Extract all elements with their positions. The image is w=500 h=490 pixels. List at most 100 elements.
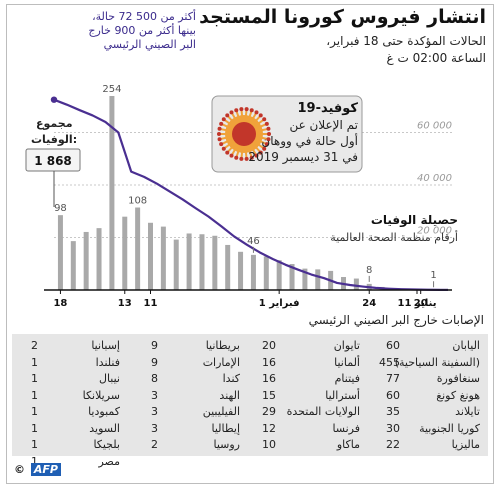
case-count: 9 bbox=[151, 355, 158, 369]
bar bbox=[289, 264, 295, 290]
virus-spike-tip bbox=[225, 113, 230, 118]
table-row: سريلانكا 1 bbox=[8, 388, 120, 405]
table-row: بريطانيا 9 bbox=[128, 338, 240, 355]
case-count: 1 bbox=[31, 355, 38, 369]
covid-box-line: أول حالة في ووهان bbox=[261, 133, 358, 149]
table-row: كندا 8 bbox=[128, 371, 240, 388]
virus-spike-tip bbox=[217, 132, 221, 136]
bar bbox=[353, 278, 359, 290]
table-row: الفيليبين 3 bbox=[128, 404, 240, 421]
case-count: 1 bbox=[31, 438, 38, 451]
virus-spike-tip bbox=[254, 153, 259, 158]
table-row: بلجيكا 1 bbox=[8, 437, 120, 454]
table-title: الإصابات خارج البر الصيني الرئيسي bbox=[308, 313, 484, 327]
country-name: سريلانكا bbox=[82, 388, 120, 402]
subtitle-date: الحالات المؤكدة حتى 18 فبراير، bbox=[326, 34, 486, 48]
country-name: أستراليا bbox=[325, 388, 360, 402]
table-row: السويد 1 bbox=[8, 421, 120, 438]
virus-spike-tip bbox=[258, 150, 263, 155]
country-name: كوريا الجنوبية bbox=[419, 421, 480, 435]
country-name: تايوان bbox=[333, 339, 360, 352]
virus-spike-tip bbox=[217, 137, 222, 142]
covid-box-title: كوفيد-19 bbox=[297, 101, 358, 116]
virus-spike-tip bbox=[266, 126, 271, 131]
credit: © AFP bbox=[14, 463, 61, 476]
labels-layer: 98 254 108 46 8 1 bbox=[54, 84, 437, 288]
virus-spike-tip bbox=[264, 142, 269, 147]
y-tick-label: 40 000 bbox=[417, 173, 452, 184]
case-count: 1 bbox=[31, 372, 38, 385]
bar bbox=[135, 207, 141, 290]
table-row: تايلاند 35 bbox=[368, 404, 480, 421]
case-count: 16 bbox=[262, 372, 276, 385]
bar bbox=[160, 226, 166, 290]
bar bbox=[250, 254, 256, 290]
bar bbox=[148, 222, 153, 290]
country-name: اليابان bbox=[452, 339, 480, 352]
y-tick-label: 20 000 bbox=[417, 226, 452, 237]
country-name: الهند bbox=[219, 388, 240, 402]
table-row: فرنسا 12 bbox=[248, 421, 360, 438]
toll-value: 1 868 bbox=[34, 154, 72, 168]
country-name: كندا bbox=[222, 372, 240, 385]
bar-data-label: 108 bbox=[128, 196, 147, 207]
cases-note-line: بينها أكثر من 900 خارج bbox=[88, 24, 196, 37]
bar-data-label: 1 bbox=[430, 270, 436, 281]
case-count: 10 bbox=[262, 438, 276, 451]
case-count: 12 bbox=[262, 421, 276, 435]
case-count: 3 bbox=[151, 388, 158, 402]
case-count: 8 bbox=[151, 372, 158, 385]
virus-spike-tip bbox=[234, 108, 239, 113]
legend-subtitle: أرقام منظمة الصحة العالمية bbox=[330, 230, 458, 244]
bar-data-label: 46 bbox=[247, 236, 260, 247]
country-name: نيبال bbox=[98, 372, 120, 385]
case-count: 3 bbox=[151, 405, 158, 418]
case-count: 29 bbox=[262, 405, 276, 418]
table-row: ماكاو 10 bbox=[248, 437, 360, 454]
table-column: إسبانيا 2 فنلندا 1 نيبال 1 سريلانكا 1 كمبوديا 1 ال… bbox=[8, 338, 120, 470]
country-name: ماكاو bbox=[336, 438, 360, 451]
country-name: فرنسا bbox=[332, 421, 360, 435]
table-row: الهند 3 bbox=[128, 388, 240, 405]
virus-spike-tip bbox=[219, 142, 224, 147]
virus-spike-tip bbox=[221, 146, 226, 151]
toll-label: مجموع bbox=[36, 117, 73, 130]
bar bbox=[96, 228, 102, 290]
covid-box-line: تم الإعلان عن bbox=[289, 118, 358, 133]
covid-box-line: في 31 ديسمبر 2019 bbox=[248, 150, 358, 165]
case-count: 60 bbox=[386, 388, 400, 402]
x-tick-label: 24 bbox=[362, 298, 376, 309]
toll-box bbox=[25, 148, 81, 172]
bar bbox=[302, 268, 308, 290]
bar bbox=[122, 216, 128, 290]
virus-spike-tip bbox=[249, 108, 254, 113]
country-name: الولايات المتحدة bbox=[286, 405, 360, 418]
table-row: نيبال 1 bbox=[8, 371, 120, 388]
table-row: اليابان 60 bbox=[368, 338, 480, 355]
table-row: (السفينة السياحية) 455 bbox=[368, 355, 480, 372]
case-count: 1 bbox=[31, 421, 38, 435]
death-toll-callout: مجموع الوفيات: 1 868 bbox=[25, 117, 81, 207]
cases-line-endpoint bbox=[50, 96, 58, 103]
bar bbox=[276, 260, 282, 290]
case-count: 77 bbox=[386, 372, 400, 385]
table-column: بريطانيا 9 الإمارات 9 كندا 8 الهند 3 الفيليبين 3 إ… bbox=[128, 338, 240, 454]
virus-spike-tip bbox=[225, 150, 230, 155]
country-name: فيتنام bbox=[334, 372, 360, 385]
virus-spike-tip bbox=[258, 113, 263, 118]
table-row: الإمارات 9 bbox=[128, 355, 240, 372]
country-name: الفيليبين bbox=[202, 405, 240, 418]
legend-title: حصيلة الوفيات bbox=[371, 213, 458, 228]
case-count: 35 bbox=[386, 405, 400, 418]
cases-table: اليابان 60 (السفينة السياحية) 455 سنغافورة 77… bbox=[12, 334, 488, 468]
x-tick-label: 1 فبراير bbox=[259, 298, 300, 309]
table-row: روسيا 2 bbox=[128, 437, 240, 454]
virus-spike-tip bbox=[217, 126, 222, 131]
case-count: 2 bbox=[31, 339, 38, 352]
table-row: ماليزيا 22 bbox=[368, 437, 480, 454]
case-count: 455 bbox=[379, 355, 400, 369]
case-count: 22 bbox=[386, 438, 400, 451]
case-count: 60 bbox=[386, 339, 400, 352]
country-name: السويد bbox=[89, 421, 120, 435]
cases-note-line: أكثر من 500 72 حالة، bbox=[92, 10, 196, 23]
